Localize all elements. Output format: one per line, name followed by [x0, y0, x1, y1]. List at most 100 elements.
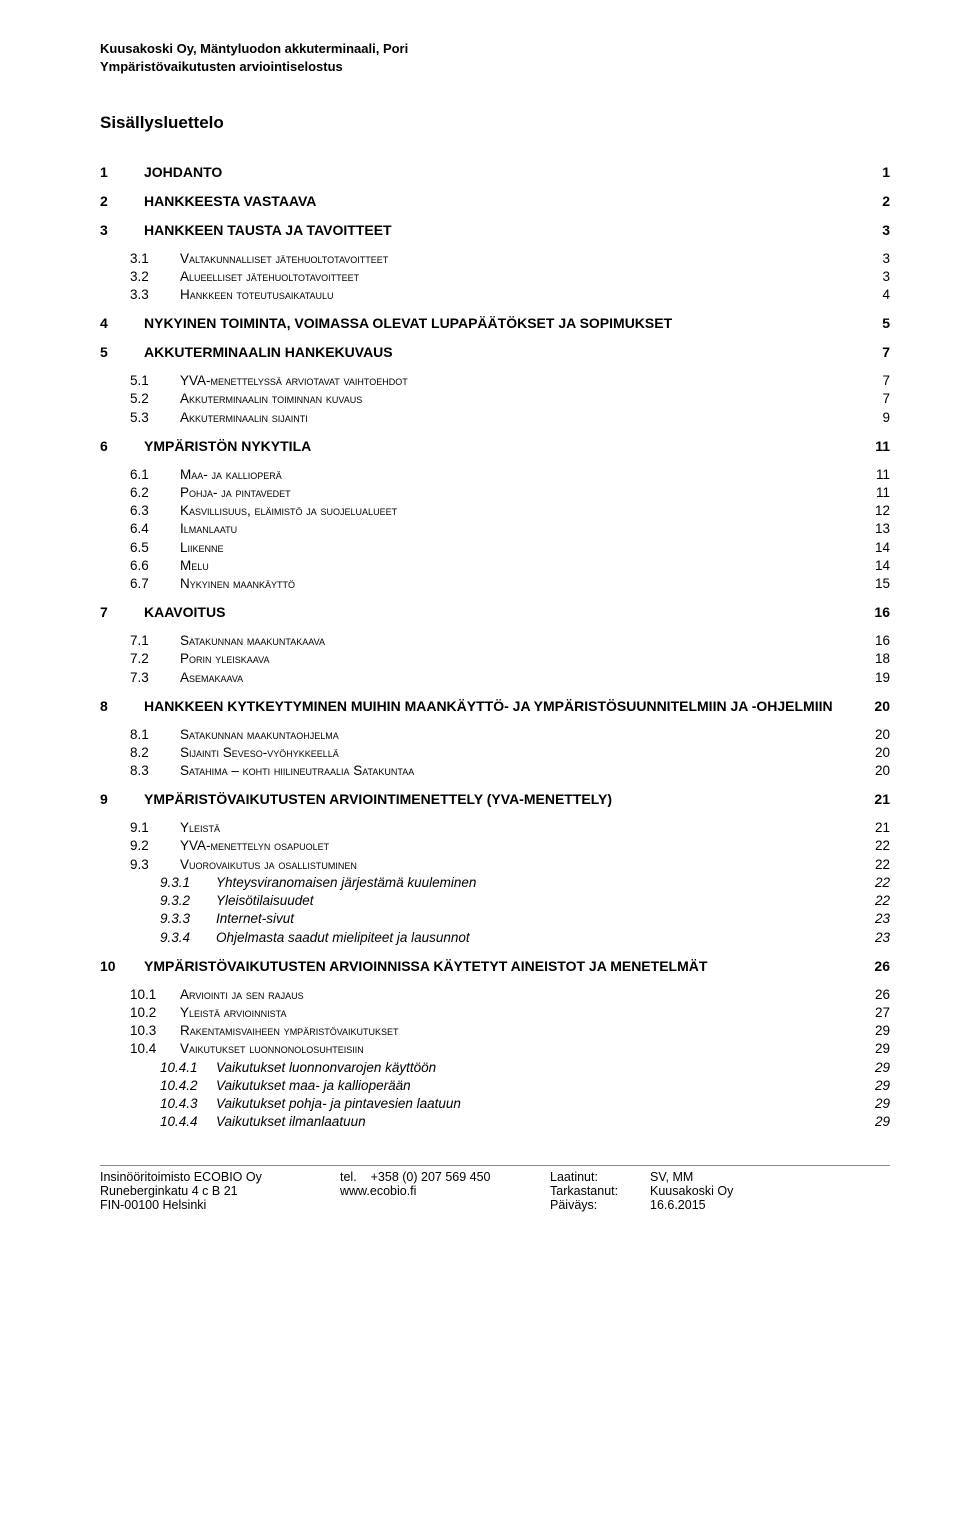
toc-label: Akkuterminaalin sijainti [180, 409, 860, 427]
toc-number: 3.2 [130, 268, 180, 286]
toc-page: 9 [860, 409, 890, 427]
toc-number: 6.1 [130, 466, 180, 484]
toc-number: 10.4.3 [160, 1095, 216, 1113]
toc-label: Satahima – kohti hiilineutraalia Satakun… [180, 762, 860, 780]
toc-number: 9.2 [130, 837, 180, 855]
toc-row: 7.2Porin yleiskaava18 [130, 650, 890, 668]
toc-label: Maa- ja kallioperä [180, 466, 860, 484]
toc-row: 10.4Vaikutukset luonnonolosuhteisiin29 [130, 1040, 890, 1058]
toc-page: 20 [860, 697, 890, 716]
toc-row: 10.1Arviointi ja sen rajaus26 [130, 986, 890, 1004]
toc-row: 9.3.4Ohjelmasta saadut mielipiteet ja la… [160, 929, 890, 947]
page-footer: Insinööritoimisto ECOBIO Oy Runeberginka… [100, 1170, 890, 1212]
toc-page: 16 [860, 632, 890, 650]
toc-number: 10.4.4 [160, 1113, 216, 1131]
toc-number: 3 [100, 221, 144, 240]
toc-label: AKKUTERMINAALIN HANKEKUVAUS [144, 343, 860, 362]
toc-page: 23 [860, 929, 890, 947]
toc-row: 6.5Liikenne14 [130, 539, 890, 557]
toc-row: 5AKKUTERMINAALIN HANKEKUVAUS7 [100, 343, 890, 362]
toc-page: 3 [860, 221, 890, 240]
toc-label: Nykyinen maankäyttö [180, 575, 860, 593]
toc-page: 1 [860, 163, 890, 182]
toc-page: 16 [860, 603, 890, 622]
toc-row: 7.3Asemakaava19 [130, 669, 890, 687]
toc-label: YVA-menettelyn osapuolet [180, 837, 860, 855]
toc-row: 4NYKYINEN TOIMINTA, VOIMASSA OLEVAT LUPA… [100, 314, 890, 333]
toc-number: 8.2 [130, 744, 180, 762]
footer-divider [100, 1165, 890, 1166]
toc-label: HANKKEESTA VASTAAVA [144, 192, 860, 211]
toc-number: 5.2 [130, 390, 180, 408]
toc-row: 9.1Yleistä21 [130, 819, 890, 837]
toc-page: 20 [860, 744, 890, 762]
toc-page: 7 [860, 390, 890, 408]
toc-label: Satakunnan maakuntaohjelma [180, 726, 860, 744]
toc-page: 23 [860, 910, 890, 928]
toc-page: 5 [860, 314, 890, 333]
toc-label: Vaikutukset maa- ja kallioperään [216, 1077, 860, 1095]
toc-label: Ohjelmasta saadut mielipiteet ja lausunn… [216, 929, 860, 947]
toc-label: Valtakunnalliset jätehuoltotavoitteet [180, 250, 860, 268]
header-line-1: Kuusakoski Oy, Mäntyluodon akkuterminaal… [100, 40, 890, 58]
toc-number: 5 [100, 343, 144, 362]
toc-page: 7 [860, 372, 890, 390]
toc-row: 8HANKKEEN KYTKEYTYMINEN MUIHIN MAANKÄYTT… [100, 697, 890, 716]
toc-label: Yleisötilaisuudet [216, 892, 860, 910]
toc-page: 11 [860, 437, 890, 456]
toc-page: 21 [860, 819, 890, 837]
toc-label: Liikenne [180, 539, 860, 557]
toc-label: Internet-sivut [216, 910, 860, 928]
toc-number: 6.7 [130, 575, 180, 593]
toc-number: 9.1 [130, 819, 180, 837]
toc-label: YMPÄRISTÖVAIKUTUSTEN ARVIOINNISSA KÄYTET… [144, 957, 860, 976]
toc-number: 7 [100, 603, 144, 622]
toc-number: 2 [100, 192, 144, 211]
toc-number: 9.3.1 [160, 874, 216, 892]
toc-number: 6.6 [130, 557, 180, 575]
toc-number: 9.3.3 [160, 910, 216, 928]
toc-page: 22 [860, 837, 890, 855]
toc-page: 3 [860, 268, 890, 286]
toc-page: 11 [860, 466, 890, 484]
toc-label: Satakunnan maakuntakaava [180, 632, 860, 650]
toc-label: YMPÄRISTÖN NYKYTILA [144, 437, 860, 456]
toc-page: 29 [860, 1113, 890, 1131]
toc-label: Asemakaava [180, 669, 860, 687]
toc-label: Porin yleiskaava [180, 650, 860, 668]
toc-row: 3HANKKEEN TAUSTA JA TAVOITTEET3 [100, 221, 890, 240]
toc-number: 10.3 [130, 1022, 180, 1040]
toc-number: 7.3 [130, 669, 180, 687]
toc-label: KAAVOITUS [144, 603, 860, 622]
page-header: Kuusakoski Oy, Mäntyluodon akkuterminaal… [100, 40, 890, 75]
toc-page: 15 [860, 575, 890, 593]
toc-row: 3.3Hankkeen toteutusaikataulu4 [130, 286, 890, 304]
toc-row: 9YMPÄRISTÖVAIKUTUSTEN ARVIOINTIMENETTELY… [100, 790, 890, 809]
toc-number: 10.1 [130, 986, 180, 1004]
toc-page: 22 [860, 856, 890, 874]
toc-row: 10.3Rakentamisvaiheen ympäristövaikutuks… [130, 1022, 890, 1040]
toc-number: 8 [100, 697, 144, 716]
toc-page: 29 [860, 1059, 890, 1077]
toc-number: 5.3 [130, 409, 180, 427]
toc-number: 6.3 [130, 502, 180, 520]
toc-page: 27 [860, 1004, 890, 1022]
toc-row: 6.3Kasvillisuus, eläimistö ja suojelualu… [130, 502, 890, 520]
toc-label: Rakentamisvaiheen ympäristövaikutukset [180, 1022, 860, 1040]
toc-number: 8.3 [130, 762, 180, 780]
toc-row: 10.4.1Vaikutukset luonnonvarojen käyttöö… [160, 1059, 890, 1077]
footer-paivays: 16.6.2015 [650, 1198, 706, 1212]
toc-page: 3 [860, 250, 890, 268]
toc-row: 6.7Nykyinen maankäyttö15 [130, 575, 890, 593]
toc-row: 10.4.4Vaikutukset ilmanlaatuun29 [160, 1113, 890, 1131]
toc-row: 6.2Pohja- ja pintavedet11 [130, 484, 890, 502]
toc-label: Arviointi ja sen rajaus [180, 986, 860, 1004]
toc-page: 22 [860, 892, 890, 910]
toc-label: Vaikutukset luonnonvarojen käyttöön [216, 1059, 860, 1077]
toc-page: 26 [860, 986, 890, 1004]
toc-row: 3.2Alueelliset jätehuoltotavoitteet3 [130, 268, 890, 286]
toc-label: Yhteysviranomaisen järjestämä kuuleminen [216, 874, 860, 892]
toc-label: Vaikutukset luonnonolosuhteisiin [180, 1040, 860, 1058]
toc-page: 29 [860, 1077, 890, 1095]
footer-tel: +358 (0) 207 569 450 [371, 1170, 491, 1184]
